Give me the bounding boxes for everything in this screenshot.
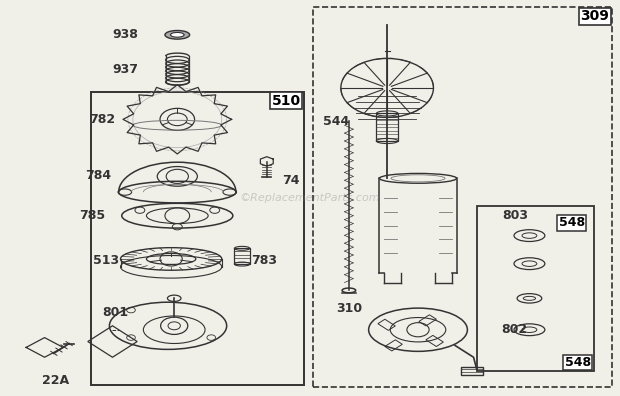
Text: 22A: 22A xyxy=(42,374,69,387)
Bar xyxy=(91,92,304,385)
Ellipse shape xyxy=(170,32,184,37)
Text: 801: 801 xyxy=(102,306,128,318)
Text: 510: 510 xyxy=(272,94,301,108)
Bar xyxy=(385,340,402,351)
Text: 784: 784 xyxy=(85,169,111,182)
Text: 548: 548 xyxy=(559,217,585,229)
Text: 803: 803 xyxy=(503,209,529,222)
Text: 548: 548 xyxy=(565,356,591,369)
Text: 513: 513 xyxy=(92,254,118,267)
Bar xyxy=(234,248,250,264)
Text: 544: 544 xyxy=(323,115,350,128)
Text: 310: 310 xyxy=(336,302,362,315)
Ellipse shape xyxy=(165,30,190,39)
Text: 74: 74 xyxy=(282,174,299,187)
Bar xyxy=(461,367,483,375)
Bar xyxy=(378,319,396,330)
Text: 937: 937 xyxy=(112,63,138,76)
Bar xyxy=(426,335,443,346)
Text: 309: 309 xyxy=(580,9,609,23)
Bar xyxy=(376,114,398,141)
Bar xyxy=(477,206,594,371)
Bar xyxy=(419,315,436,326)
Text: 785: 785 xyxy=(79,209,105,222)
Text: 938: 938 xyxy=(113,28,138,41)
Text: 802: 802 xyxy=(502,323,528,336)
Bar xyxy=(313,7,613,387)
Text: 783: 783 xyxy=(251,254,277,267)
Text: ©ReplacementParts.com: ©ReplacementParts.com xyxy=(240,193,380,203)
Text: 782: 782 xyxy=(89,113,115,126)
